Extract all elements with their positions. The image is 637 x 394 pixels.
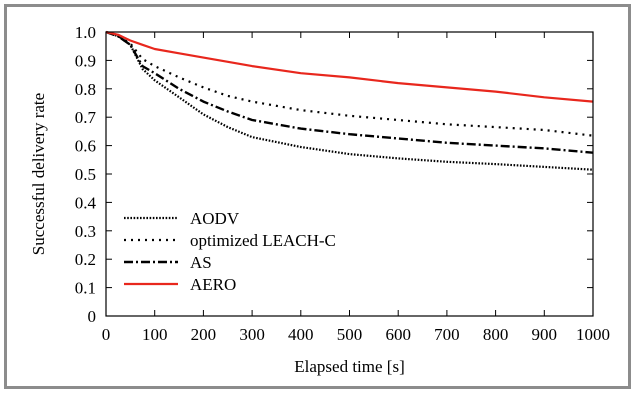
x-tick-label: 600	[385, 325, 411, 344]
x-tick-label: 900	[532, 325, 558, 344]
x-tick-label: 500	[337, 325, 363, 344]
x-tick-label: 0	[102, 325, 111, 344]
series-line-aero	[105, 30, 594, 103]
y-tick-label: 0.1	[75, 279, 96, 298]
y-tick-label: 0.8	[75, 80, 96, 99]
x-tick-label: 1000	[576, 325, 610, 344]
y-tick-label: 0.7	[75, 108, 97, 127]
x-tick-label: 200	[191, 325, 217, 344]
series-line-optimized-leach-c	[105, 30, 594, 137]
x-tick-label: 700	[434, 325, 460, 344]
legend-label: optimized LEACH-C	[190, 231, 336, 250]
legend-label: AODV	[190, 209, 240, 228]
plot-area	[105, 31, 594, 317]
y-tick-label: 0.9	[75, 51, 96, 70]
y-tick-label: 0.2	[75, 250, 96, 269]
legend: AODV optimized LEACH-C AS AERO	[124, 209, 336, 294]
series-line-as	[105, 30, 594, 154]
legend-label: AS	[190, 253, 212, 272]
x-tick-label: 300	[239, 325, 265, 344]
y-tick-label: 0.6	[75, 137, 96, 156]
y-axis-label: Successful delivery rate	[29, 93, 48, 255]
chart-frame	[4, 4, 631, 389]
plot-layer	[105, 30, 594, 171]
y-tick-label: 0.5	[75, 165, 96, 184]
ticks-layer: 0 100 200 300 400 500 600 700 800 900 1000 0 0.1 0.2 0…	[75, 23, 610, 344]
x-tick-label: 800	[483, 325, 509, 344]
legend-label: AERO	[190, 275, 236, 294]
y-tick-label: 1.0	[75, 23, 96, 42]
x-axis-label: Elapsed time [s]	[294, 357, 404, 376]
x-tick-label: 100	[142, 325, 168, 344]
y-tick-label: 0.3	[75, 222, 96, 241]
x-tick-label: 400	[288, 325, 314, 344]
y-tick-label: 0.4	[75, 193, 97, 212]
y-tick-label: 0	[88, 307, 97, 326]
